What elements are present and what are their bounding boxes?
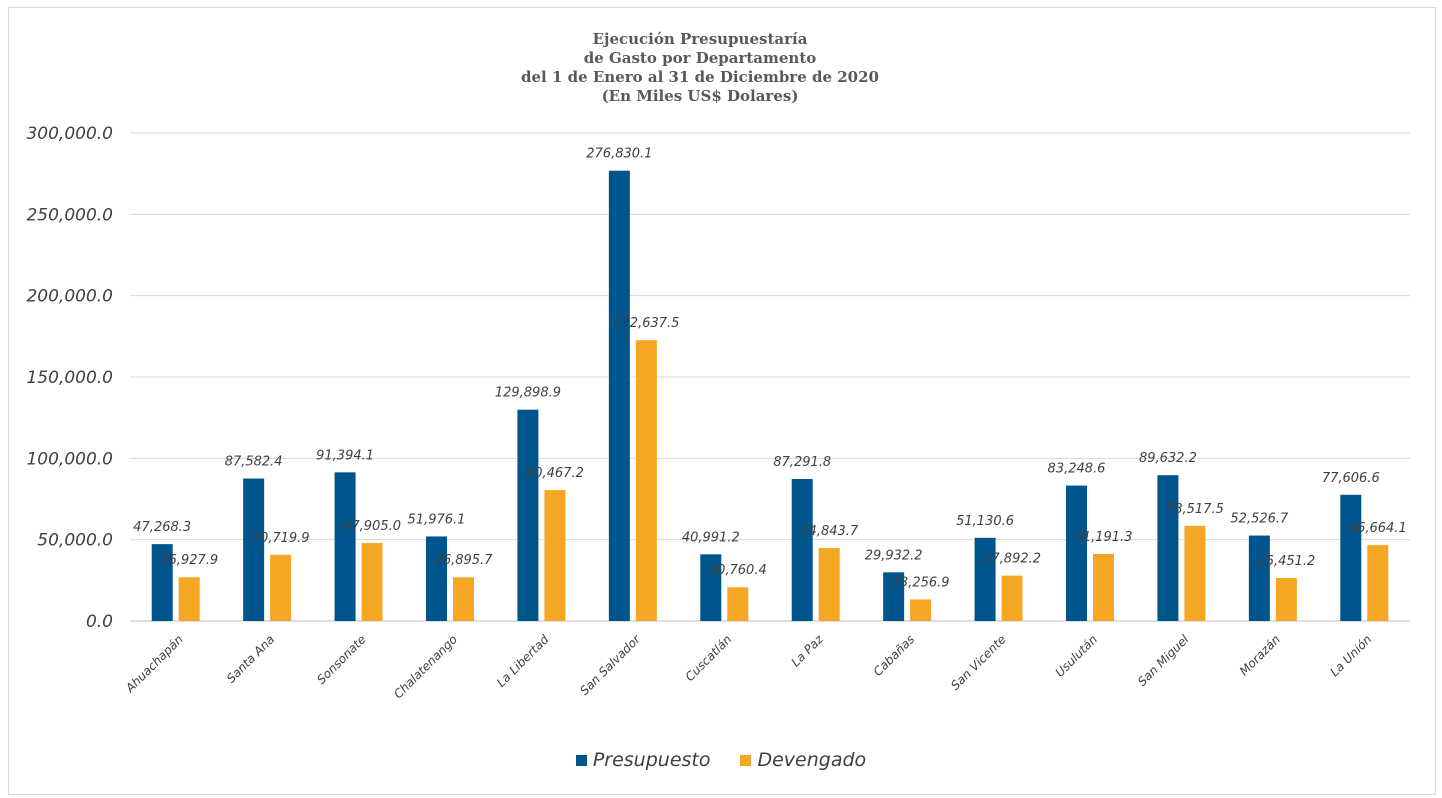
bar-devengado (1093, 553, 1114, 621)
bar-devengado (818, 548, 840, 621)
bar-devengado (178, 577, 200, 621)
y-tick-label: 100,000.0 (26, 449, 113, 469)
y-tick-label: 0.0 (86, 612, 113, 632)
legend-item-presupuesto: Presupuesto (575, 749, 711, 771)
x-tick-label: San Vicente (948, 632, 1009, 693)
data-label-presupuesto: 29,932.2 (865, 548, 923, 563)
bar-presupuesto (243, 478, 265, 621)
x-tick-label: Morazán (1237, 632, 1283, 678)
data-label-presupuesto: 89,632.2 (1139, 451, 1197, 466)
chart-title-line-2: de Gasto por Departamento (583, 49, 817, 67)
data-label-presupuesto: 129,898.9 (495, 386, 561, 401)
x-tick-label: San Salvador (577, 631, 644, 698)
data-label-devengado: 26,895.7 (435, 553, 494, 568)
x-tick-label: Chalatenango (391, 632, 460, 701)
data-label-presupuesto: 77,606.6 (1322, 471, 1380, 486)
data-label-devengado: 40,719.9 (252, 531, 310, 546)
data-label-devengado: 41,191.3 (1075, 530, 1133, 545)
bar-presupuesto (1248, 535, 1270, 621)
bar-presupuesto (151, 544, 173, 621)
chart-title-line-1: Ejecución Presupuestaría (592, 30, 808, 48)
legend-swatch-presupuesto (575, 754, 587, 766)
data-label-presupuesto: 276,830.1 (586, 147, 652, 162)
bar-presupuesto (974, 537, 996, 621)
chart-title: Ejecución Presupuestaría de Gasto por De… (0, 30, 1400, 106)
x-tick-label: La Paz (789, 632, 827, 670)
data-label-devengado: 20,760.4 (709, 563, 767, 578)
bar-devengado (544, 490, 566, 621)
bar-devengado (1001, 575, 1023, 621)
legend: Presupuesto Devengado (0, 749, 1442, 771)
data-label-devengado: 26,451.2 (1257, 554, 1315, 569)
bar-presupuesto (608, 170, 630, 621)
bar-devengado (1367, 545, 1389, 621)
bar-devengado (361, 543, 383, 621)
data-label-presupuesto: 47,268.3 (133, 520, 191, 535)
data-label-devengado: 44,843.7 (800, 524, 859, 539)
data-label-presupuesto: 87,291.8 (773, 455, 831, 470)
data-label-devengado: 27,892.2 (983, 552, 1041, 567)
data-label-devengado: 80,467.2 (526, 466, 584, 481)
bar-devengado (1184, 525, 1206, 621)
chart-title-line-4: (En Miles US$ Dolares) (601, 87, 799, 105)
bar-presupuesto (1066, 485, 1087, 621)
chart-frame (8, 7, 1436, 795)
data-label-presupuesto: 87,582.4 (225, 455, 283, 470)
data-label-devengado: 46,664.1 (1349, 521, 1407, 536)
x-tick-label: Ahuachapán (122, 632, 186, 696)
x-tick-label: Cuscatlán (683, 632, 735, 684)
chart-title-line-3: del 1 de Enero al 31 de Diciembre de 202… (521, 68, 879, 86)
y-tick-label: 300,000.0 (26, 124, 113, 144)
legend-label-presupuesto: Presupuesto (592, 749, 711, 771)
bar-presupuesto (1340, 494, 1362, 621)
x-tick-label: La Libertad (494, 632, 552, 690)
y-tick-label: 250,000.0 (26, 205, 113, 225)
bar-presupuesto (426, 536, 447, 621)
data-label-presupuesto: 91,394.1 (316, 448, 374, 463)
legend-swatch-devengado (740, 754, 752, 766)
bar-devengado (270, 554, 292, 621)
data-label-presupuesto: 83,248.6 (1048, 462, 1106, 477)
bar-devengado (910, 599, 932, 621)
data-label-presupuesto: 51,976.1 (408, 512, 466, 527)
bar-devengado (635, 340, 657, 621)
data-label-devengado: 26,927.9 (160, 553, 218, 568)
bar-presupuesto (791, 479, 813, 621)
x-tick-label: Sonsonate (314, 632, 369, 687)
data-label-devengado: 58,517.5 (1166, 502, 1224, 517)
data-label-presupuesto: 40,991.2 (682, 530, 740, 545)
y-tick-label: 200,000.0 (26, 287, 113, 307)
data-label-devengado: 13,256.9 (892, 575, 950, 590)
x-tick-label: Usulután (1053, 632, 1101, 680)
bar-devengado (453, 577, 474, 621)
x-tick-label: Cabañas (871, 632, 918, 679)
bar-presupuesto (883, 572, 905, 621)
data-label-devengado: 172,637.5 (613, 316, 679, 331)
data-label-devengado: 47,905.0 (343, 519, 401, 534)
bar-devengado (727, 587, 749, 621)
legend-label-devengado: Devengado (757, 749, 867, 771)
data-label-presupuesto: 52,526.7 (1230, 512, 1289, 527)
bar-presupuesto (334, 472, 356, 621)
y-tick-label: 150,000.0 (26, 368, 113, 388)
bar-presupuesto (700, 554, 722, 621)
bar-presupuesto (517, 409, 539, 621)
x-tick-label: Santa Ana (224, 632, 277, 685)
y-tick-label: 50,000.0 (37, 531, 113, 551)
x-tick-label: La Unión (1327, 632, 1374, 679)
legend-item-devengado: Devengado (740, 749, 866, 771)
x-tick-label: San Miguel (1135, 632, 1192, 689)
data-label-presupuesto: 51,130.6 (956, 514, 1014, 529)
bar-presupuesto (1157, 475, 1179, 621)
bar-devengado (1275, 577, 1297, 621)
